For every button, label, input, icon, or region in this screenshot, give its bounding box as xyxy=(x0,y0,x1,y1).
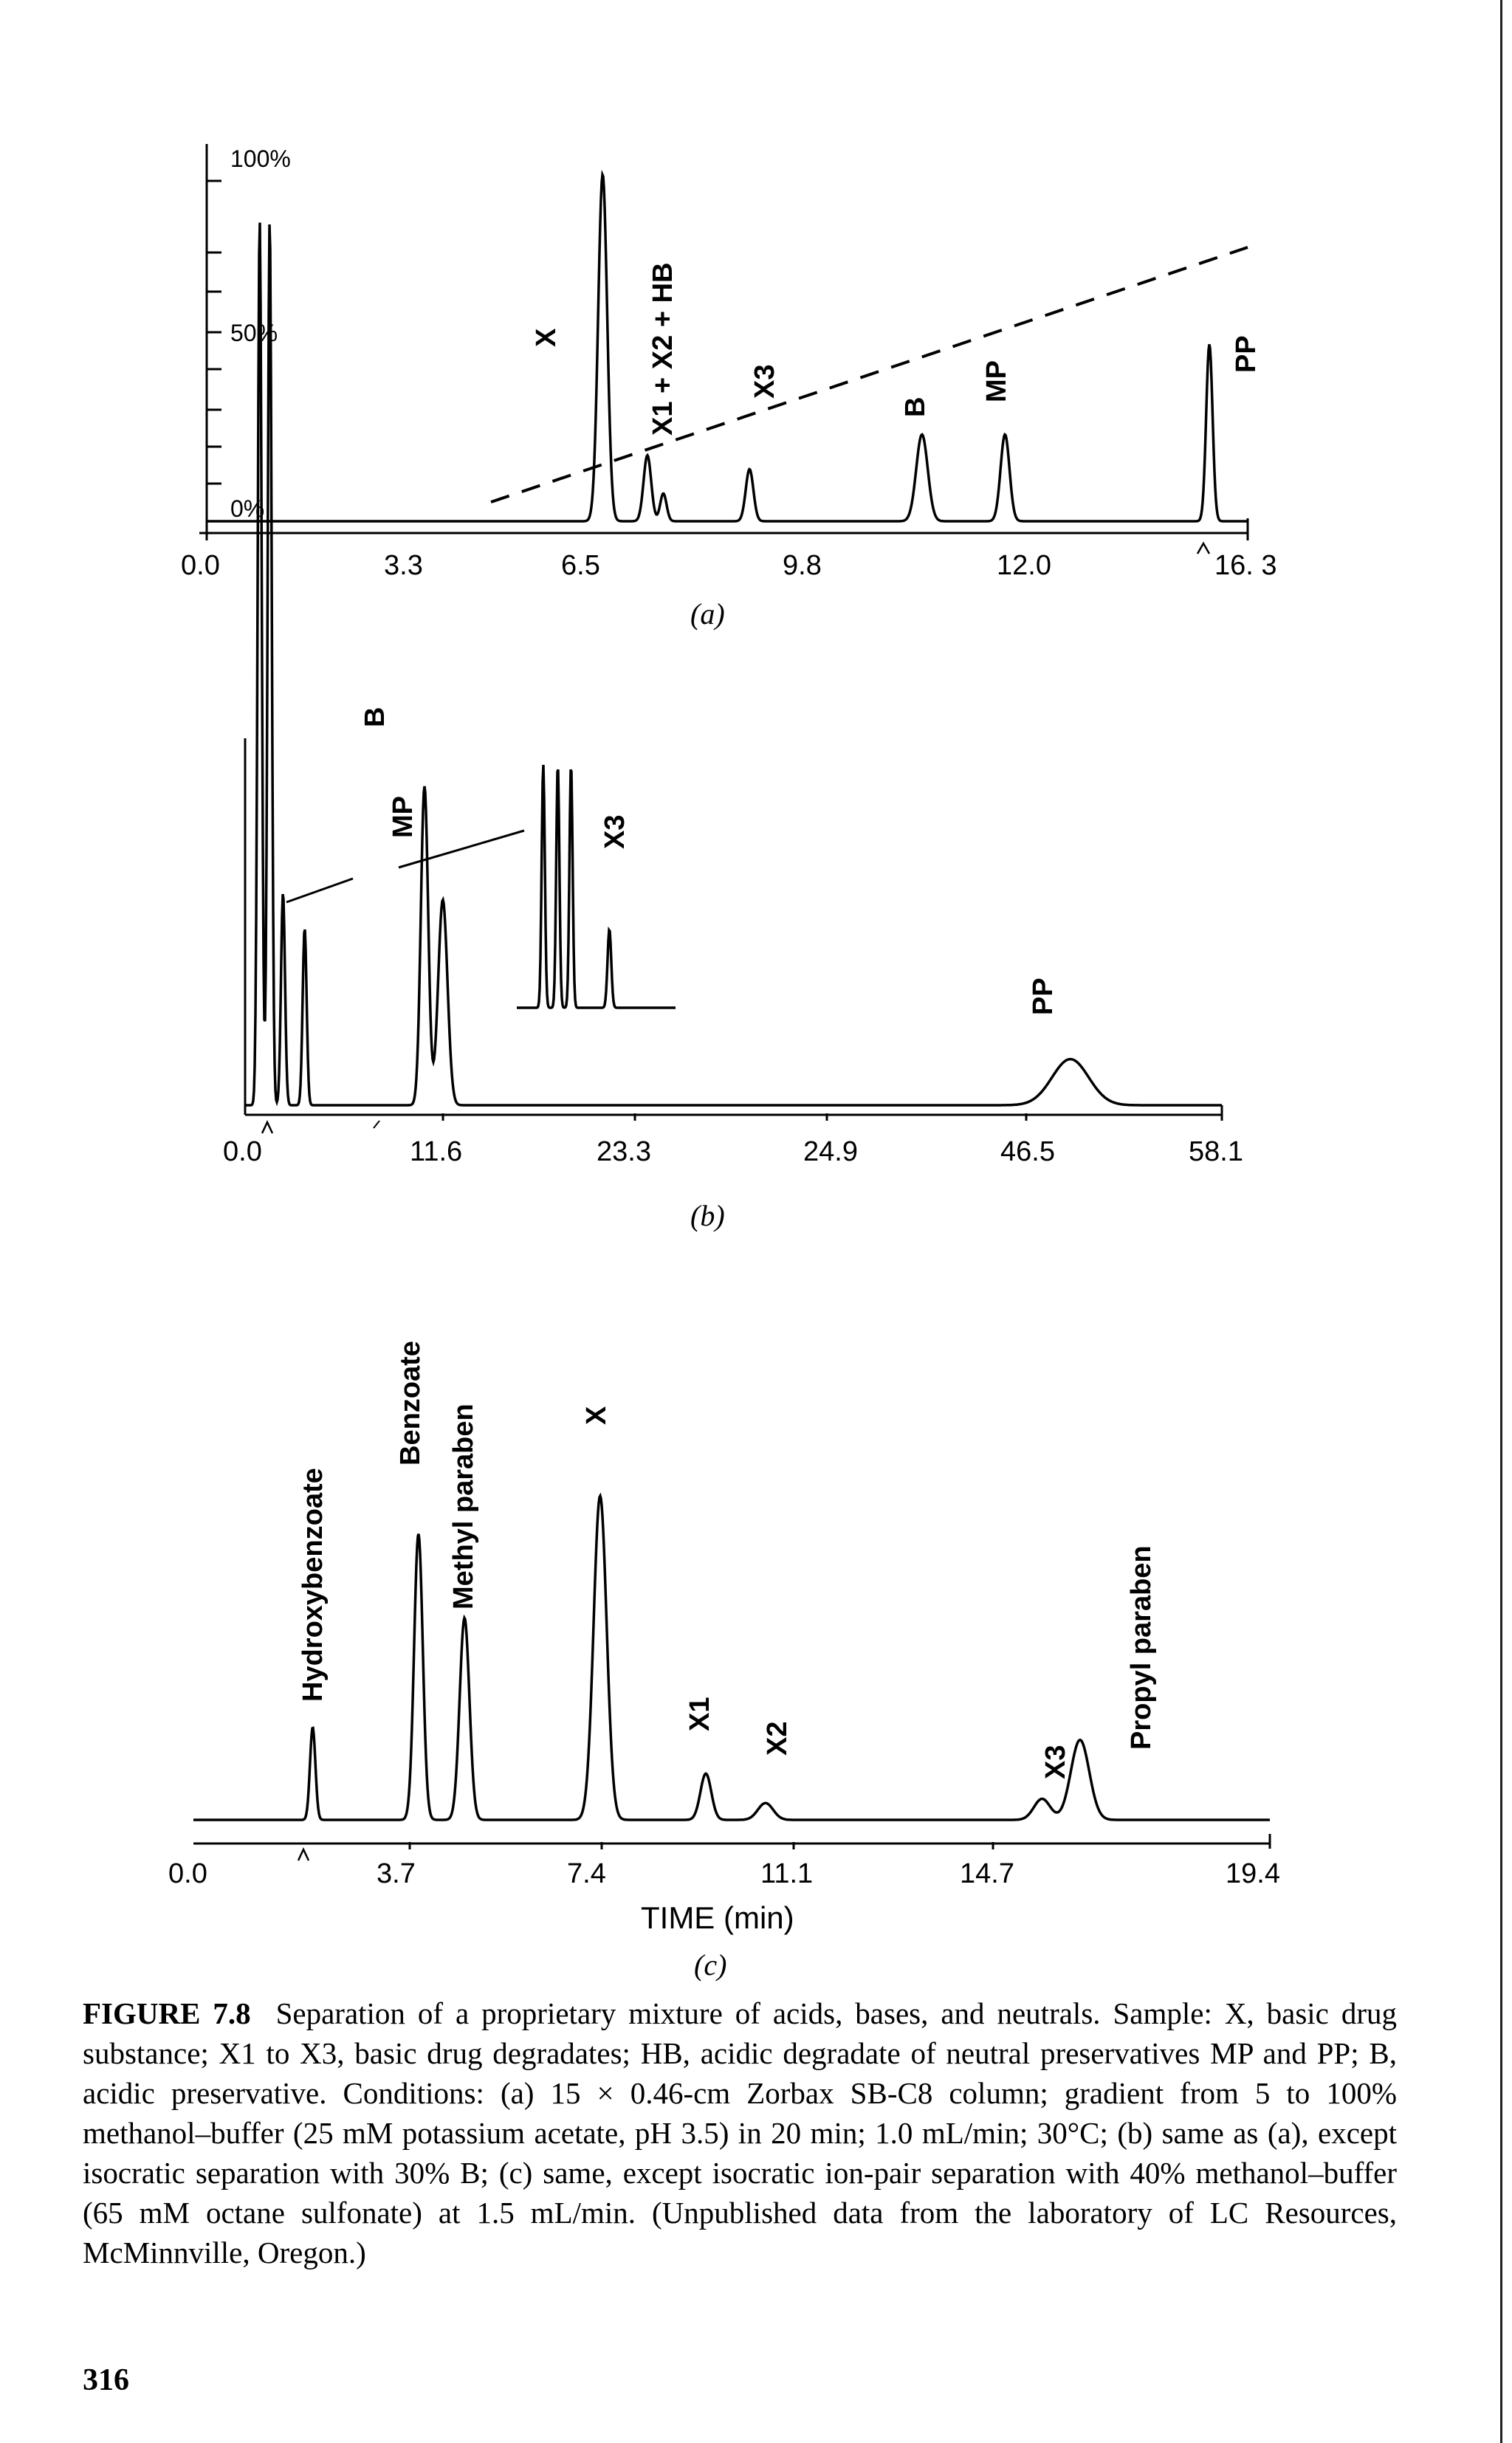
x-tick-a-5: 16. 3 xyxy=(1214,550,1277,581)
y-scale-a xyxy=(205,144,221,528)
page-edge xyxy=(1500,0,1502,2443)
x-tick-a-3: 9.8 xyxy=(783,550,822,581)
peak-label-b-a: B xyxy=(900,397,931,417)
x-axis-c xyxy=(193,1834,1271,1849)
x-tick-c-4: 14.7 xyxy=(960,1858,1014,1889)
panel-label-b: (b) xyxy=(690,1199,725,1232)
x-tick-a-0: 0.0 xyxy=(181,550,220,581)
break-mark-b xyxy=(373,1120,380,1129)
x-tick-c-1: 3.7 xyxy=(377,1858,416,1889)
panel-label-a: (a) xyxy=(690,597,725,630)
x-tick-b-1: 11.6 xyxy=(410,1136,462,1167)
page-number: 316 xyxy=(83,2363,129,2397)
caret-mark-a xyxy=(1196,541,1211,554)
chromatogram-c: 0.0 3.7 7.4 11.1 14.7 19.4 TIME (min) Hy… xyxy=(168,1341,1280,1982)
peak-label-benzoate: Benzoate xyxy=(395,1341,426,1466)
x-tick-a-1: 3.3 xyxy=(384,550,423,581)
figure-label: FIGURE 7.8 xyxy=(83,1996,251,2030)
caret-mark-c xyxy=(297,1847,310,1861)
chromatogram-b: 0.0 11.6 23.3 24.9 46.5 58.1 B MP X3 PP … xyxy=(223,222,1243,1232)
peak-label-x3-a: X3 xyxy=(749,365,780,399)
peak-label-pp-a: PP xyxy=(1231,335,1262,373)
trace-c xyxy=(193,1492,1270,1821)
caption-text: Separation of a proprietary mixture of a… xyxy=(83,1996,1397,2270)
trace-b xyxy=(245,222,1222,1107)
x-tick-a-4: 12.0 xyxy=(997,550,1051,581)
trace-b-inset xyxy=(517,764,676,1009)
trace-a xyxy=(207,169,1248,523)
peak-label-x3-b: X3 xyxy=(599,815,630,849)
expansion-line-2 xyxy=(398,829,525,869)
panel-label-c: (c) xyxy=(694,1948,726,1982)
gradient-line xyxy=(490,246,1248,504)
x-axis-b xyxy=(244,738,1223,1121)
peak-label-x-c: X xyxy=(581,1406,612,1425)
x-tick-b-2: 23.3 xyxy=(597,1136,651,1167)
x-tick-c-2: 7.4 xyxy=(567,1858,606,1889)
peak-label-b-b: B xyxy=(360,707,391,727)
peak-label-x3-c: X3 xyxy=(1040,1745,1071,1779)
figure-caption: FIGURE 7.8 Separation of a proprietary m… xyxy=(83,1993,1397,2272)
x-tick-b-3: 24.9 xyxy=(803,1136,858,1167)
peak-label-hydroxybenzoate: Hydroxybenzoate xyxy=(298,1468,329,1702)
peak-label-x: X xyxy=(531,328,562,347)
peak-label-x1-x2-hb: X1 + X2 + HB xyxy=(647,263,678,436)
x-tick-a-2: 6.5 xyxy=(561,550,600,581)
peak-label-x1-c: X1 xyxy=(684,1697,715,1731)
peak-label-propyl-paraben: Propyl paraben xyxy=(1126,1545,1157,1750)
x-tick-b-4: 46.5 xyxy=(1000,1136,1055,1167)
peak-label-mp-b: MP xyxy=(388,796,419,838)
peak-label-x2-c: X2 xyxy=(762,1722,793,1756)
x-tick-c-5: 19.4 xyxy=(1226,1858,1280,1889)
caret-mark-b xyxy=(261,1120,274,1134)
x-tick-c-3: 11.1 xyxy=(760,1858,813,1889)
x-tick-c-0: 0.0 xyxy=(168,1858,207,1889)
y-label-100: 100% xyxy=(230,145,291,172)
chromatogram-a: 100% 50% 0% 0.0 3.3 6.5 9.8 12.0 16. 3 X… xyxy=(181,144,1277,630)
peak-label-pp-b: PP xyxy=(1028,977,1059,1015)
x-tick-b-5: 58.1 xyxy=(1189,1136,1243,1167)
x-axis-title-c: TIME (min) xyxy=(641,1900,794,1935)
x-tick-b-0: 0.0 xyxy=(223,1136,262,1167)
peak-label-methyl-paraben: Methyl paraben xyxy=(448,1403,479,1609)
peak-label-mp-a: MP xyxy=(981,360,1012,402)
expansion-line-1 xyxy=(286,877,354,904)
